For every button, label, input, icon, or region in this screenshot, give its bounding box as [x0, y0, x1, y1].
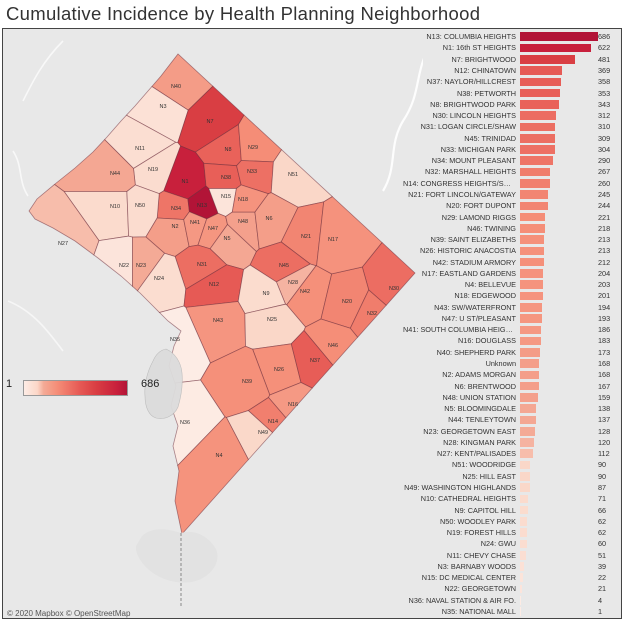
- svg-text:N18: N18: [238, 197, 248, 203]
- svg-text:N51: N51: [288, 172, 298, 178]
- svg-text:N29: N29: [248, 145, 258, 151]
- svg-text:N1: N1: [181, 179, 188, 185]
- svg-text:N24: N24: [154, 276, 164, 282]
- svg-text:N20: N20: [342, 299, 352, 305]
- svg-text:N6: N6: [265, 216, 272, 222]
- svg-text:N43: N43: [213, 318, 223, 324]
- svg-text:N16: N16: [288, 402, 298, 408]
- svg-text:N11: N11: [135, 146, 145, 152]
- svg-text:N28: N28: [288, 280, 298, 286]
- svg-text:N8: N8: [224, 147, 231, 153]
- svg-text:N27: N27: [58, 241, 68, 247]
- svg-text:N31: N31: [197, 262, 207, 268]
- svg-text:N44: N44: [110, 171, 120, 177]
- svg-text:N41: N41: [190, 220, 200, 226]
- svg-text:N10: N10: [110, 204, 120, 210]
- svg-text:N42: N42: [300, 289, 310, 295]
- svg-text:N50: N50: [135, 203, 145, 209]
- svg-text:N26: N26: [274, 367, 284, 373]
- svg-text:N33: N33: [247, 169, 257, 175]
- svg-text:N19: N19: [148, 167, 158, 173]
- svg-text:N4: N4: [215, 453, 222, 459]
- svg-text:N39: N39: [242, 379, 252, 385]
- svg-text:N37: N37: [310, 358, 320, 364]
- svg-text:N3: N3: [159, 104, 166, 110]
- svg-text:N38: N38: [221, 175, 231, 181]
- svg-text:N21: N21: [301, 234, 311, 240]
- svg-text:N40: N40: [171, 84, 181, 90]
- svg-text:N2: N2: [171, 224, 178, 230]
- svg-text:N49: N49: [258, 430, 268, 436]
- svg-text:N9: N9: [262, 291, 269, 297]
- svg-text:N46: N46: [328, 343, 338, 349]
- svg-text:N36: N36: [180, 420, 190, 426]
- svg-text:N12: N12: [209, 282, 219, 288]
- svg-text:N17: N17: [328, 237, 338, 243]
- svg-text:N5: N5: [223, 236, 230, 242]
- svg-text:N34: N34: [171, 206, 181, 212]
- svg-text:N13: N13: [197, 203, 207, 209]
- svg-text:N15: N15: [221, 194, 231, 200]
- svg-text:N30: N30: [389, 286, 399, 292]
- svg-text:N14: N14: [268, 419, 278, 425]
- svg-text:N25: N25: [267, 317, 277, 323]
- svg-text:N48: N48: [238, 219, 248, 225]
- svg-text:N35: N35: [170, 337, 180, 343]
- svg-text:N45: N45: [279, 263, 289, 269]
- svg-text:N22: N22: [119, 263, 129, 269]
- svg-text:N23: N23: [136, 263, 146, 269]
- svg-text:N47: N47: [208, 226, 218, 232]
- svg-text:N7: N7: [206, 119, 213, 125]
- svg-text:N32: N32: [367, 311, 377, 317]
